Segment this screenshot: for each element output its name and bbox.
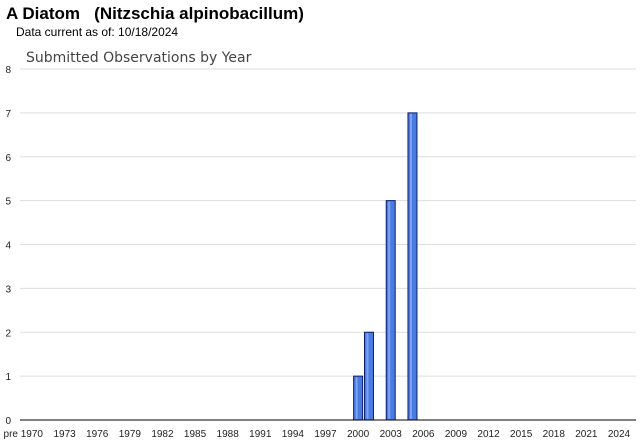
data-current-date: Data current as of: 10/18/2024 [16,25,179,39]
x-tick-label: 2018 [543,429,566,440]
chart-title: Submitted Observations by Year [26,50,252,66]
x-tick-label: 2000 [347,429,370,440]
bar-highlight-2000 [355,377,358,419]
y-tick-label: 7 [5,109,11,120]
y-tick-label: 4 [5,241,11,252]
x-tick-label: 2012 [477,429,500,440]
x-tick-label: 2024 [608,429,631,440]
grid-lines [20,68,636,377]
y-tick-label: 6 [5,153,11,164]
bar-2000 [353,375,364,421]
x-tick-label: 1976 [86,429,109,440]
x-tick-label: 1979 [119,429,142,440]
y-tick-label: 8 [5,65,11,76]
x-tick-label: 2015 [510,429,533,440]
y-tick-label: 1 [5,372,11,383]
bar-highlight-2001 [366,333,369,419]
bar-2005 [407,112,418,421]
x-tick-label: 1988 [217,429,240,440]
bar-highlight-2003 [388,201,391,419]
bars [353,112,418,421]
x-tick-label: 1985 [184,429,207,440]
y-tick-label: 0 [5,416,11,427]
x-tick-label: 1994 [282,429,305,440]
x-tick-label: 2009 [445,429,468,440]
x-tick-label: 2003 [380,429,403,440]
x-tick-label: 2021 [575,429,598,440]
y-tick-label: 3 [5,284,11,295]
y-axis-ticks: 0 1 2 3 4 5 6 7 8 [5,65,11,427]
x-tick-label: 1991 [249,429,272,440]
x-tick-label: 1982 [151,429,174,440]
bar-2003 [385,200,396,421]
x-tick-label: 1997 [314,429,337,440]
y-tick-label: 2 [5,328,11,339]
x-axis-ticks: pre 1970 1973 1976 1979 1982 1985 1988 1991 1994… [4,429,631,440]
bar-highlight-2005 [409,113,412,419]
page-title: A Diatom (Nitzschia alpinobacillum) [6,4,304,23]
bar-2001 [363,331,374,421]
x-tick-label: pre 1970 [4,429,44,440]
x-tick-label: 1973 [53,429,76,440]
y-tick-label: 5 [5,197,11,208]
x-tick-label: 2006 [412,429,435,440]
